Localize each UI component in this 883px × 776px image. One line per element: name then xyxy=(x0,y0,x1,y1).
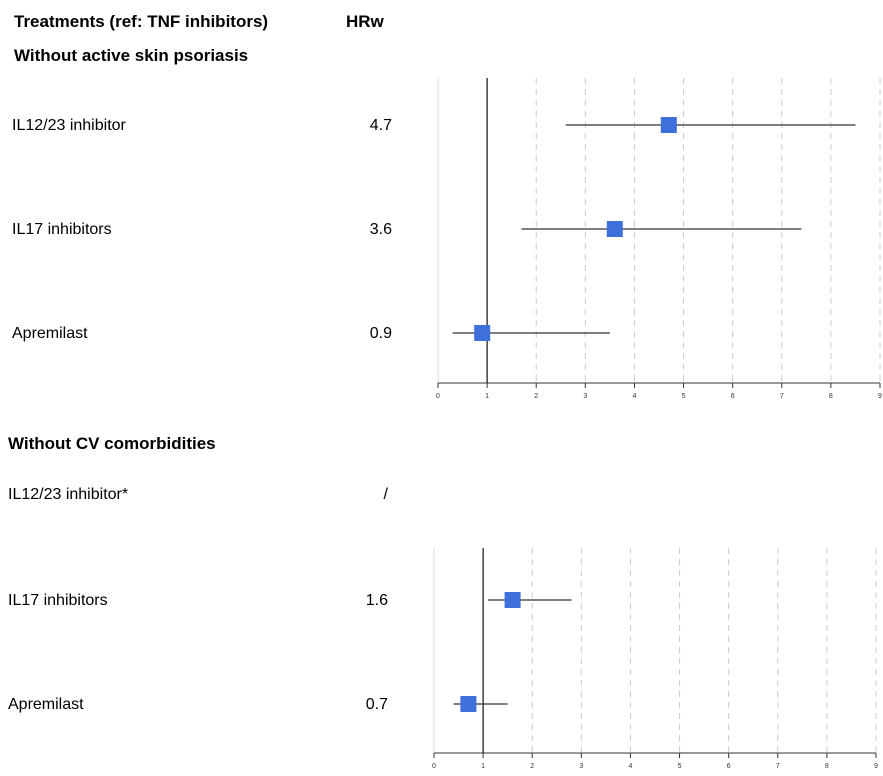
row-label: IL12/23 inhibitor xyxy=(12,117,126,134)
x-tick-label: 8 xyxy=(825,763,829,770)
x-tick-label: 3 xyxy=(579,763,583,770)
x-tick-label: 6 xyxy=(727,763,731,770)
hr-marker xyxy=(474,325,491,341)
x-tick-label: 2 xyxy=(534,393,538,400)
x-tick-label: 3 xyxy=(583,393,587,400)
row-hr-value: 0.9 xyxy=(369,325,392,342)
row-hr-value: / xyxy=(383,486,388,503)
treatments-header: Treatments (ref: TNF inhibitors) xyxy=(14,12,269,31)
x-tick-label: 2 xyxy=(530,763,534,770)
x-tick-label: 4 xyxy=(628,763,632,770)
x-tick-label: 0 xyxy=(436,393,440,400)
x-tick-label: 9 xyxy=(874,763,878,770)
x-tick-label: 6 xyxy=(731,393,735,400)
row-label: Apremilast xyxy=(8,696,84,713)
x-tick-label: 7 xyxy=(780,393,784,400)
row-label: IL12/23 inhibitor* xyxy=(8,486,129,503)
x-tick-label: 8 xyxy=(829,393,833,400)
x-tick-label: 5 xyxy=(678,763,682,770)
hr-marker xyxy=(660,117,677,133)
hr-marker xyxy=(606,221,623,237)
row-hr-value: 4.7 xyxy=(369,117,392,134)
row-hr-value: 0.7 xyxy=(365,696,388,713)
x-tick-label: 4 xyxy=(632,393,636,400)
x-tick-label: 1 xyxy=(485,393,489,400)
row-hr-value: 1.6 xyxy=(365,592,388,609)
x-tick-label: 0 xyxy=(432,763,436,770)
row-label: IL17 inhibitors xyxy=(12,221,112,238)
hr-header: HRw xyxy=(346,12,384,31)
x-tick-label: 7 xyxy=(776,763,780,770)
row-hr-value: 3.6 xyxy=(369,221,392,238)
x-tick-label: 1 xyxy=(481,763,485,770)
row-label: IL17 inhibitors xyxy=(8,592,108,609)
hr-marker xyxy=(504,592,521,608)
x-tick-label: 5 xyxy=(682,393,686,400)
x-tick-label: 9 xyxy=(878,393,882,400)
section-title-skin: Without active skin psoriasis xyxy=(14,46,249,65)
row-label: Apremilast xyxy=(12,325,88,342)
hr-marker xyxy=(460,696,477,712)
section-title-cv: Without CV comorbidities xyxy=(8,434,216,453)
